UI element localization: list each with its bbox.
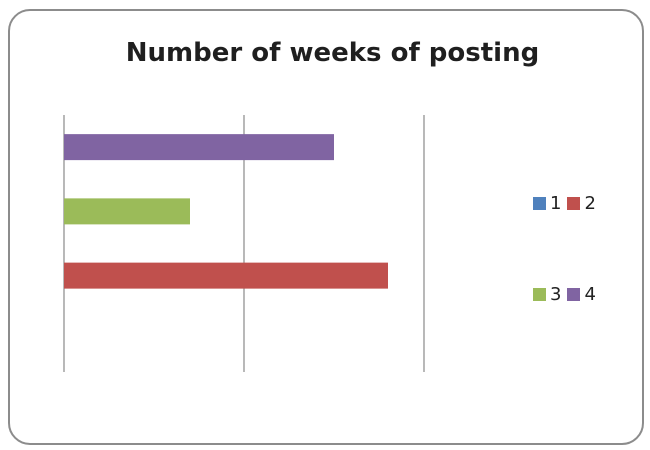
legend-label-2: 2 [584, 193, 596, 214]
legend-label-4: 4 [584, 284, 596, 305]
legend-item-4: 4 [567, 284, 596, 305]
legend-item-3: 3 [533, 284, 561, 305]
legend-label-3: 3 [550, 284, 562, 305]
legend-swatch-3 [533, 288, 546, 301]
bar-4 [64, 134, 334, 161]
legend-swatch-4 [567, 288, 581, 301]
legend-swatch-1 [533, 197, 546, 210]
bar-3 [64, 198, 190, 225]
legend-row-2: 3 4 [533, 284, 602, 305]
chart-frame [8, 9, 644, 445]
legend-row-1: 1 2 [533, 193, 602, 214]
legend-item-1: 1 [533, 193, 561, 214]
legend-swatch-2 [567, 197, 581, 210]
legend-label-1: 1 [550, 193, 562, 214]
chart-title: Number of weeks of posting [125, 38, 540, 68]
bar-2 [64, 262, 388, 289]
legend-item-2: 2 [567, 193, 596, 214]
